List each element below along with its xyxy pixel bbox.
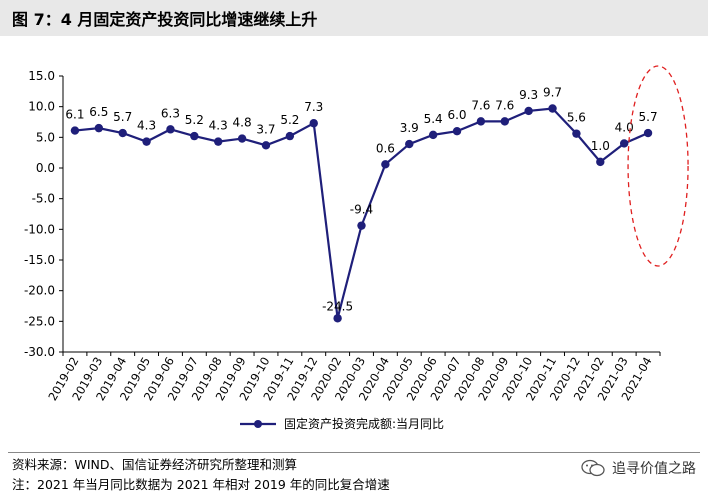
data-point (309, 119, 318, 128)
data-label: 0.6 (376, 141, 395, 155)
data-label: 9.3 (519, 88, 538, 102)
data-label: 5.7 (113, 110, 132, 124)
data-label: 1.0 (591, 139, 610, 153)
data-point (643, 128, 653, 138)
y-tick-label: -20.0 (24, 284, 55, 298)
data-label: 5.7 (639, 110, 658, 124)
y-tick-label: -5.0 (32, 192, 55, 206)
data-point (381, 160, 390, 169)
data-label: 5.6 (567, 111, 586, 125)
data-point (619, 139, 629, 148)
highlight-layer (627, 65, 689, 267)
footnote: 注：2021 年当月同比数据为 2021 年相对 2019 年的同比复合增速 (12, 477, 390, 492)
data-point (357, 221, 366, 230)
data-point (333, 314, 342, 323)
watermark: 追寻价值之路 (580, 458, 696, 478)
legend-label: 固定资产投资完成额:当月同比 (284, 416, 444, 431)
watermark-text: 追寻价值之路 (612, 461, 696, 477)
data-label: 6.3 (161, 106, 180, 120)
highlight-ellipse (627, 65, 689, 267)
data-label: 4.0 (615, 120, 634, 134)
y-tick-label: -30.0 (24, 345, 55, 359)
data-point (428, 130, 438, 140)
data-label: 6.0 (447, 108, 466, 122)
data-label: 3.7 (256, 122, 275, 136)
y-tick-label: -15.0 (24, 253, 55, 267)
footer-divider (8, 452, 700, 453)
y-tick-label: 5.0 (36, 130, 55, 144)
data-label: 5.4 (424, 112, 443, 126)
data-label: 5.2 (280, 113, 299, 127)
y-tick-label: 10.0 (28, 100, 55, 114)
data-label: 7.3 (304, 100, 323, 114)
legend: 固定资产投资完成额:当月同比 (240, 416, 444, 431)
data-label: 4.3 (209, 119, 228, 133)
data-point (500, 117, 509, 126)
data-point (285, 131, 295, 141)
data-label: 6.1 (65, 108, 84, 122)
data-point (405, 139, 414, 149)
y-axis: 15.0 10.0 5.0 0.0 -5.0 -10.0 -15.0 -20.0 -25.0 -3… (24, 69, 64, 359)
data-label: 3.9 (400, 121, 419, 135)
y-tick-label: -25.0 (24, 314, 55, 328)
data-point (548, 104, 557, 113)
data-point (70, 126, 80, 135)
data-point (237, 134, 247, 143)
data-label: 4.8 (233, 116, 252, 130)
source-note: 资料来源：WIND、国信证券经济研究所整理和测算 (12, 457, 298, 472)
data-point (452, 127, 462, 136)
data-point (596, 157, 605, 167)
y-tick-label: -10.0 (24, 222, 55, 236)
wechat-icon (581, 459, 605, 477)
y-tick-label: 15.0 (28, 69, 55, 83)
data-point (572, 129, 581, 138)
data-point (261, 141, 271, 150)
data-point (94, 123, 104, 133)
data-point (524, 106, 533, 116)
data-label: 5.2 (185, 113, 204, 127)
data-label: 4.3 (137, 119, 156, 133)
data-label: -9.4 (350, 203, 373, 217)
x-axis: 2019-022019-032019-042019-052019-062019-… (45, 351, 661, 403)
data-labels: 6.1 6.5 5.7 4.3 6.3 5.2 4.3 4.8 3.7 5.2 7.3 -24.5 -9… (65, 86, 657, 314)
data-label: 9.7 (543, 86, 562, 100)
data-label: -24.5 (322, 299, 353, 313)
data-point (214, 137, 223, 146)
data-label: 7.6 (471, 98, 490, 112)
data-point (142, 137, 151, 146)
line-chart: 15.0 10.0 5.0 0.0 -5.0 -10.0 -15.0 -20.0 -25.0 -3… (24, 65, 689, 431)
data-label: 7.6 (495, 98, 514, 112)
data-point (190, 131, 199, 141)
y-tick-label: 0.0 (36, 161, 55, 175)
data-point (118, 128, 127, 138)
series-layer (70, 104, 653, 323)
data-point (476, 117, 486, 126)
figure-title: 图 7：4 月固定资产投资同比增速继续上升 (0, 0, 708, 36)
data-point (166, 125, 175, 134)
data-label: 6.5 (89, 105, 108, 119)
legend-marker (254, 420, 262, 428)
